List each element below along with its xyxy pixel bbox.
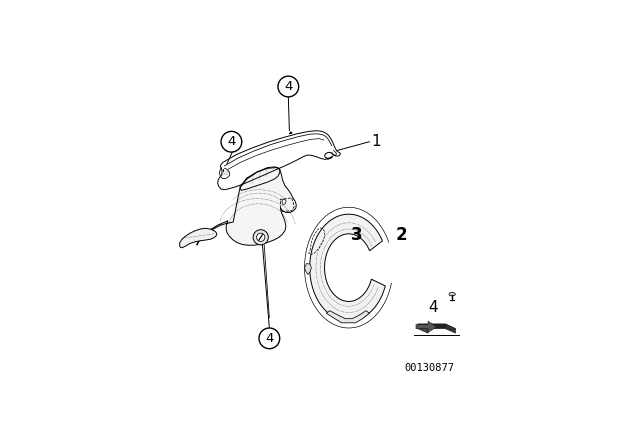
Text: 4: 4 (428, 300, 438, 315)
Text: 4: 4 (265, 332, 273, 345)
Polygon shape (418, 324, 428, 333)
Text: 4: 4 (284, 80, 292, 93)
Circle shape (257, 233, 265, 241)
Polygon shape (200, 168, 295, 245)
Polygon shape (310, 214, 385, 321)
Polygon shape (305, 263, 312, 275)
Polygon shape (416, 321, 436, 332)
Circle shape (253, 230, 268, 245)
Text: 3: 3 (351, 226, 362, 244)
Ellipse shape (449, 293, 455, 296)
Circle shape (221, 131, 242, 152)
Polygon shape (418, 324, 456, 329)
Polygon shape (445, 324, 456, 333)
Text: 1: 1 (371, 134, 381, 149)
Polygon shape (326, 311, 369, 323)
Text: 00130877: 00130877 (404, 363, 455, 373)
Circle shape (259, 328, 280, 349)
Text: 4: 4 (227, 135, 236, 148)
Text: 2: 2 (396, 226, 407, 244)
Polygon shape (180, 228, 217, 248)
Circle shape (278, 76, 299, 97)
